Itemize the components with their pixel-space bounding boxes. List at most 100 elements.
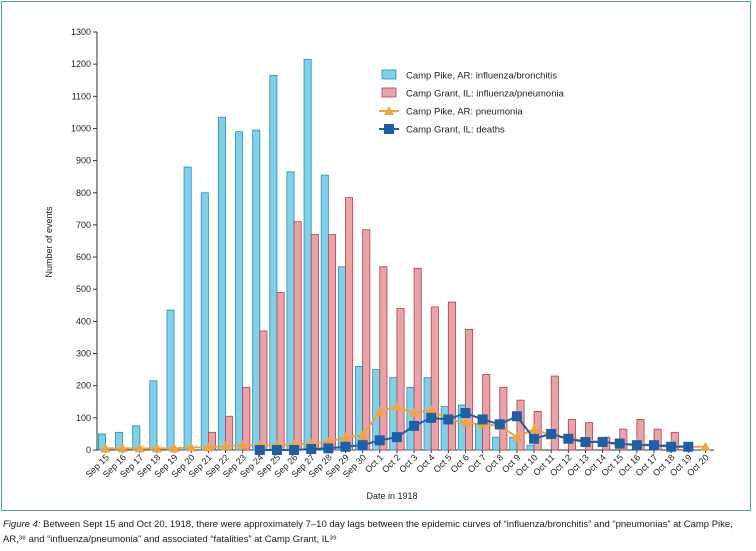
bar-grant-influenza bbox=[447, 301, 456, 451]
caption-text: Between Sept 15 and Oct 20, 1918, there … bbox=[3, 519, 733, 545]
bar-pike-influenza bbox=[303, 58, 312, 451]
bar-pike-influenza bbox=[492, 436, 501, 451]
figure-caption: Figure 4: Between Sept 15 and Oct 20, 19… bbox=[3, 517, 753, 547]
point-grant-deaths bbox=[511, 411, 522, 422]
y-tick-label: 500 bbox=[76, 284, 91, 294]
y-axis-title: Number of events bbox=[44, 206, 54, 278]
legend-grant-influenza-swatch bbox=[381, 87, 397, 98]
point-pike-pneumonia bbox=[237, 440, 248, 450]
y-tick-label: 600 bbox=[76, 252, 91, 262]
point-grant-deaths bbox=[649, 440, 660, 451]
point-pike-pneumonia bbox=[426, 404, 437, 414]
bar-pike-influenza bbox=[269, 75, 278, 451]
point-grant-deaths bbox=[289, 445, 300, 455]
y-tick-label: 700 bbox=[76, 220, 91, 230]
legend-pike-pneumonia-swatch-marker bbox=[384, 106, 394, 115]
bar-grant-influenza bbox=[550, 375, 559, 451]
y-tick-label: 800 bbox=[76, 188, 91, 198]
bar-pike-influenza bbox=[406, 386, 415, 451]
bar-pike-influenza bbox=[235, 131, 244, 451]
bar-grant-influenza bbox=[310, 234, 319, 451]
point-pike-pneumonia bbox=[460, 417, 471, 427]
bar-pike-influenza bbox=[286, 171, 295, 451]
caption-label: Figure 4: bbox=[3, 519, 41, 530]
point-grant-deaths bbox=[631, 440, 642, 451]
figure-frame: 0 100 200 300 400 500 600 700 800 900 1000 1100 1200… bbox=[1, 1, 751, 511]
bar-grant-influenza bbox=[430, 306, 439, 451]
point-grant-deaths bbox=[597, 436, 608, 447]
bar-pike-influenza bbox=[337, 266, 346, 451]
bar-grant-influenza bbox=[482, 374, 491, 451]
bar-pike-influenza bbox=[183, 166, 192, 451]
bar-grant-influenza bbox=[396, 308, 405, 451]
x-tick-label: Oct 6 bbox=[449, 452, 471, 474]
y-tick-label: 100 bbox=[76, 413, 91, 423]
bar-grant-influenza bbox=[345, 197, 354, 451]
legend-grant-influenza-label: Camp Grant, IL: influenza/pneumonia bbox=[406, 89, 565, 100]
point-pike-pneumonia bbox=[186, 442, 197, 452]
y-tick-label: 1300 bbox=[71, 27, 91, 37]
legend-grant-deaths-label: Camp Grant, IL: deaths bbox=[406, 125, 505, 136]
point-pike-pneumonia bbox=[117, 443, 128, 453]
point-pike-pneumonia bbox=[340, 432, 351, 442]
bar-grant-influenza bbox=[362, 229, 371, 451]
point-grant-deaths bbox=[426, 412, 437, 423]
point-grant-deaths bbox=[529, 433, 540, 444]
point-grant-deaths bbox=[391, 432, 402, 443]
point-pike-pneumonia bbox=[529, 424, 540, 434]
bar-grant-influenza bbox=[499, 386, 508, 451]
bar-grant-influenza bbox=[242, 386, 251, 451]
bar-grant-influenza bbox=[327, 234, 336, 451]
point-pike-pneumonia bbox=[134, 443, 145, 453]
x-tick-label: Oct 4 bbox=[414, 452, 436, 474]
point-pike-pneumonia bbox=[511, 432, 522, 442]
point-pike-pneumonia bbox=[203, 442, 214, 452]
x-tick-label: Oct 7 bbox=[466, 452, 488, 474]
point-grant-deaths bbox=[546, 428, 557, 439]
y-tick-label: 1000 bbox=[71, 123, 91, 133]
bar-pike-influenza bbox=[252, 129, 261, 451]
bar-pike-influenza bbox=[440, 406, 449, 451]
bar-pike-influenza bbox=[526, 444, 535, 451]
y-tick-label: 900 bbox=[76, 156, 91, 166]
point-pike-pneumonia bbox=[700, 441, 711, 451]
bar-grant-influenza bbox=[413, 267, 422, 451]
point-grant-deaths bbox=[460, 408, 471, 419]
point-grant-deaths bbox=[374, 435, 385, 446]
bar-grant-influenza bbox=[259, 330, 268, 451]
bar-grant-influenza bbox=[276, 292, 285, 451]
point-grant-deaths bbox=[666, 441, 677, 452]
x-axis-title: Date in 1918 bbox=[366, 491, 417, 501]
bars bbox=[97, 58, 679, 451]
x-tick-label: Oct 1 bbox=[363, 452, 385, 474]
legend-pike-pneumonia-label: Camp Pike, AR: pneumonia bbox=[406, 107, 523, 118]
bar-grant-influenza bbox=[379, 266, 388, 451]
x-tick-label: Oct 3 bbox=[397, 452, 419, 474]
legend-pike-influenza-swatch bbox=[381, 69, 397, 80]
point-pike-pneumonia bbox=[409, 408, 420, 418]
point-grant-deaths bbox=[409, 420, 420, 431]
point-grant-deaths bbox=[340, 441, 351, 452]
point-grant-deaths bbox=[443, 414, 454, 425]
y-tick-label: 1200 bbox=[71, 59, 91, 69]
point-grant-deaths bbox=[271, 445, 282, 455]
point-grant-deaths bbox=[323, 443, 334, 454]
point-grant-deaths bbox=[614, 438, 625, 449]
lines bbox=[100, 401, 711, 455]
point-pike-pneumonia bbox=[100, 443, 111, 453]
legend-grant-deaths-swatch-marker bbox=[384, 124, 394, 134]
bar-pike-influenza bbox=[217, 116, 226, 451]
bar-pike-influenza bbox=[149, 380, 158, 451]
bar-pike-influenza bbox=[166, 309, 175, 451]
point-pike-pneumonia bbox=[357, 430, 368, 440]
y-tick-label: 1100 bbox=[72, 91, 91, 101]
x-tick-label: Oct 8 bbox=[483, 452, 505, 474]
y-tick-label: 200 bbox=[76, 381, 91, 391]
y-tick-label: 300 bbox=[76, 349, 91, 359]
legend: Camp Pike, AR: influenza/bronchitis Camp … bbox=[379, 69, 565, 136]
point-grant-deaths bbox=[494, 419, 505, 430]
point-pike-pneumonia bbox=[374, 406, 385, 416]
point-pike-pneumonia bbox=[169, 443, 180, 453]
y-tick-label: 0 bbox=[86, 445, 91, 455]
bar-pike-influenza bbox=[320, 174, 329, 451]
